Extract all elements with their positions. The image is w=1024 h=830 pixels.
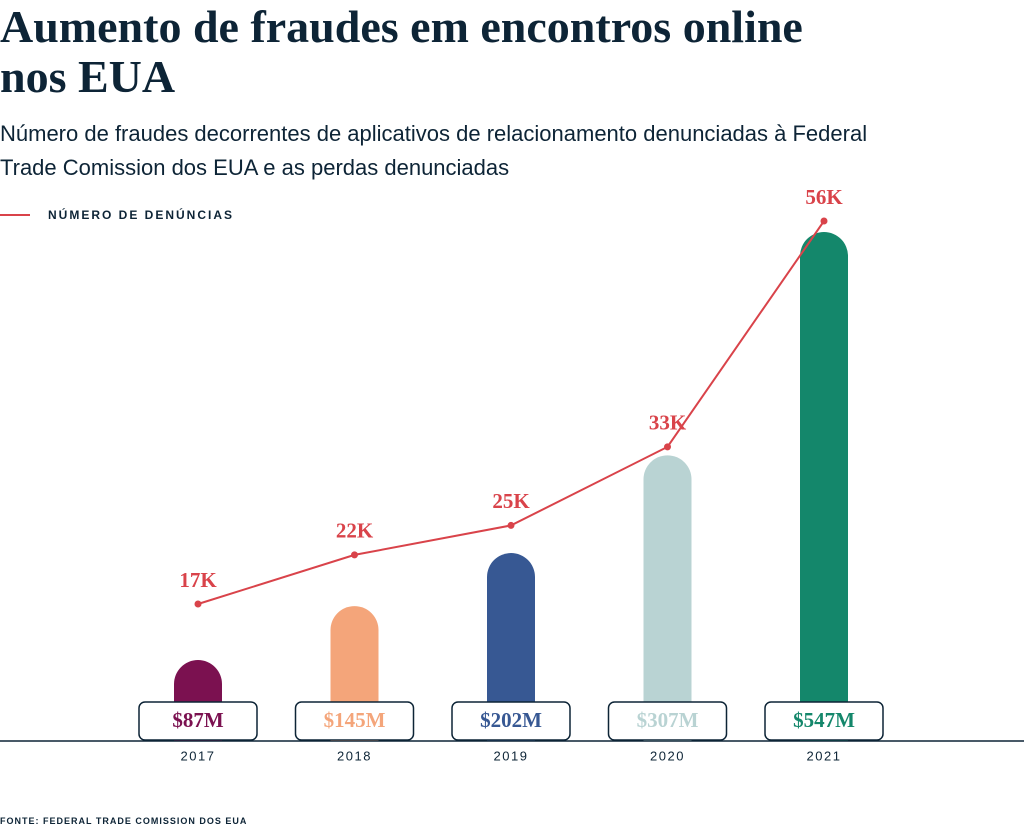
- line-series: [197, 220, 825, 605]
- bar: [487, 553, 535, 741]
- legend-swatch: [0, 214, 30, 216]
- x-tick-label: 2019: [494, 748, 529, 763]
- line-point: [351, 551, 358, 559]
- chart-title: Aumento de fraudes em encontros online n…: [0, 1, 803, 102]
- bar-value-label: $547M: [793, 708, 855, 732]
- line-value-label: 56K: [805, 185, 843, 209]
- value-label-box: [607, 701, 728, 741]
- line-value-label: 25K: [492, 489, 530, 513]
- x-tick-label: 2021: [807, 748, 842, 763]
- line-point: [820, 217, 828, 225]
- x-tick-label: 2020: [650, 748, 685, 763]
- line-point: [507, 521, 515, 529]
- line-point: [664, 443, 671, 451]
- value-label-box: [764, 701, 884, 741]
- chart-subtitle: Número de fraudes decorrentes de aplicat…: [0, 121, 868, 180]
- x-tick-label: 2017: [181, 748, 216, 763]
- line-value-label: 33K: [649, 411, 687, 435]
- legend-label: NÚMERO DE DENÚNCIAS: [48, 208, 235, 222]
- bar: [800, 232, 848, 741]
- value-label-box: [294, 701, 415, 741]
- bar-value-label: $307M: [637, 708, 699, 732]
- line-value-label: 17K: [179, 568, 217, 592]
- legend: NÚMERO DE DENÚNCIAS: [0, 208, 234, 222]
- source-note: FONTE: FEDERAL TRADE COMISSION DOS EUA: [0, 816, 248, 826]
- bar: [643, 455, 692, 741]
- x-tick-label: 2018: [337, 748, 372, 763]
- bar-value-label: $87M: [172, 708, 224, 732]
- value-label-box: [451, 701, 571, 741]
- bar-value-label: $202M: [480, 708, 542, 732]
- line-point: [194, 600, 202, 608]
- line-value-label: 22K: [336, 519, 374, 543]
- bar-value-label: $145M: [324, 708, 386, 732]
- value-label-box: [138, 701, 258, 741]
